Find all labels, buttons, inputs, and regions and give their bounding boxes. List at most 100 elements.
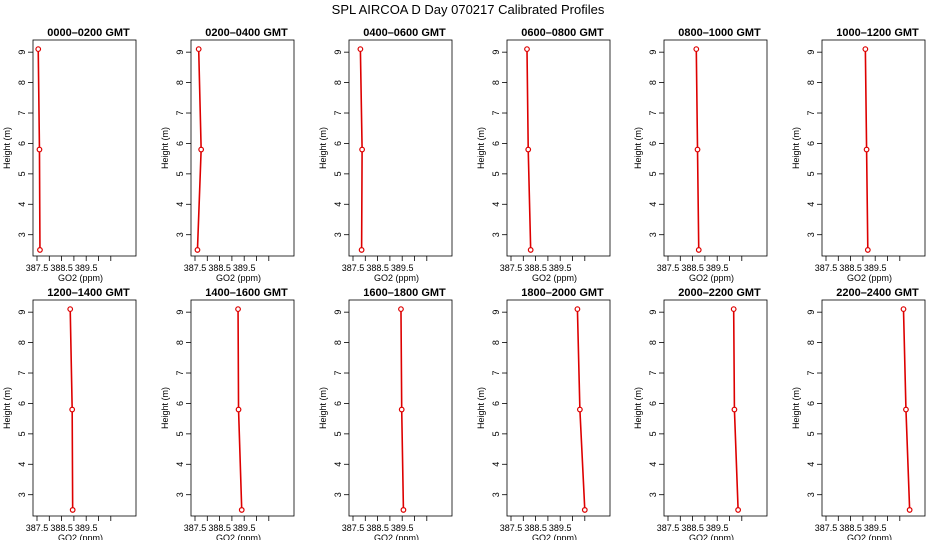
y-tick-label: 4 [17, 202, 27, 207]
data-point [525, 146, 532, 153]
data-point [235, 306, 241, 313]
plot-frame [32, 39, 137, 257]
y-tick-label: 4 [648, 462, 658, 467]
y-tick-label: 3 [648, 232, 658, 237]
x-tick-label: 389.5 [864, 263, 887, 273]
y-tick-label: 5 [491, 171, 501, 176]
data-point [527, 247, 534, 253]
plot-frame [190, 299, 295, 517]
x-tick-label: 388.5 [50, 263, 73, 273]
x-tick-label: 387.5 [184, 263, 207, 273]
x-tick-label: 389.5 [233, 263, 256, 273]
y-tick-label: 7 [17, 111, 27, 116]
y-tick-label: 4 [333, 462, 343, 467]
data-point [235, 406, 242, 413]
y-tick-label: 7 [648, 111, 658, 116]
y-tick-label: 9 [648, 310, 658, 315]
x-tick-label: 388.5 [839, 523, 862, 533]
y-tick-label: 5 [806, 431, 816, 436]
y-axis-label: Height (m) [633, 127, 643, 169]
data-point [524, 46, 530, 53]
plot-frame [506, 299, 611, 517]
y-tick-label: 7 [175, 111, 185, 116]
y-axis-label: Height (m) [2, 387, 12, 429]
y-tick-label: 6 [648, 401, 658, 406]
y-tick-label: 6 [806, 401, 816, 406]
panel-title: 0200–0400 GMT [205, 27, 288, 39]
x-tick-label: 389.5 [75, 263, 98, 273]
y-tick-label: 4 [175, 202, 185, 207]
x-tick-label: 388.5 [524, 523, 547, 533]
data-point [730, 306, 737, 313]
y-tick-label: 8 [491, 340, 501, 345]
panel-title: 0800–1000 GMT [678, 27, 761, 39]
y-tick-label: 8 [17, 340, 27, 345]
x-tick-label: 388.5 [366, 523, 389, 533]
y-tick-label: 5 [806, 171, 816, 176]
x-tick-label: 389.5 [706, 523, 729, 533]
y-tick-label: 3 [648, 492, 658, 497]
panel-title: 1000–1200 GMT [836, 27, 919, 39]
y-tick-label: 9 [806, 310, 816, 315]
x-axis-label: GO2 (ppm) [216, 273, 261, 283]
y-axis-label: Height (m) [2, 127, 12, 169]
x-tick-label: 387.5 [500, 263, 523, 273]
x-axis-label: GO2 (ppm) [532, 273, 577, 283]
y-tick-label: 6 [333, 141, 343, 146]
data-point [398, 306, 404, 313]
x-tick-label: 388.5 [681, 523, 704, 533]
y-tick-label: 9 [17, 50, 27, 55]
x-tick-label: 388.5 [208, 263, 231, 273]
y-tick-label: 8 [806, 80, 816, 85]
y-tick-label: 8 [175, 340, 185, 345]
data-point [693, 46, 700, 53]
x-tick-label: 389.5 [549, 263, 572, 273]
plot-frame [663, 299, 768, 517]
y-tick-label: 4 [806, 462, 816, 467]
data-point [862, 46, 869, 53]
panel-title: 2000–2200 GMT [678, 287, 761, 299]
x-tick-label: 388.5 [50, 523, 73, 533]
y-tick-label: 4 [491, 462, 501, 467]
figure-title: SPL AIRCOA D Day 070217 Calibrated Profi… [332, 2, 605, 17]
y-tick-label: 6 [175, 141, 185, 146]
y-tick-label: 3 [17, 492, 27, 497]
panel-title: 0600–0800 GMT [521, 27, 604, 39]
y-tick-label: 6 [806, 141, 816, 146]
panel-title: 0000–0200 GMT [47, 27, 130, 39]
y-axis-label: Height (m) [633, 387, 643, 429]
x-axis-label: GO2 (ppm) [58, 273, 103, 283]
y-tick-label: 4 [648, 202, 658, 207]
y-tick-label: 3 [175, 492, 185, 497]
y-tick-label: 6 [491, 401, 501, 406]
y-tick-label: 8 [333, 80, 343, 85]
y-tick-label: 5 [175, 171, 185, 176]
y-tick-label: 7 [17, 371, 27, 376]
x-tick-label: 388.5 [681, 263, 704, 273]
y-tick-label: 6 [333, 401, 343, 406]
data-point [194, 247, 201, 253]
data-point [359, 146, 366, 153]
plot-frame [348, 39, 453, 257]
x-axis-label: GO2 (ppm) [689, 273, 734, 283]
y-tick-label: 9 [648, 50, 658, 55]
x-axis-label: GO2 (ppm) [532, 533, 577, 540]
y-tick-label: 3 [806, 492, 816, 497]
panel-title: 0400–0600 GMT [363, 27, 446, 39]
y-tick-label: 3 [17, 232, 27, 237]
x-tick-label: 387.5 [26, 523, 49, 533]
data-point [35, 46, 42, 53]
y-tick-label: 8 [17, 80, 27, 85]
data-point [67, 306, 74, 313]
y-tick-label: 9 [333, 50, 343, 55]
y-tick-label: 7 [333, 111, 343, 116]
y-tick-label: 6 [491, 141, 501, 146]
y-axis-label: Height (m) [791, 127, 801, 169]
data-point [400, 507, 407, 513]
